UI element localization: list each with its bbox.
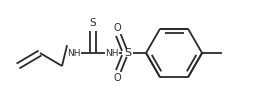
Text: NH: NH <box>105 49 118 58</box>
Text: O: O <box>114 73 121 83</box>
Text: S: S <box>124 48 131 58</box>
Text: NH: NH <box>67 49 81 58</box>
Text: S: S <box>90 18 96 28</box>
Text: O: O <box>114 23 121 33</box>
